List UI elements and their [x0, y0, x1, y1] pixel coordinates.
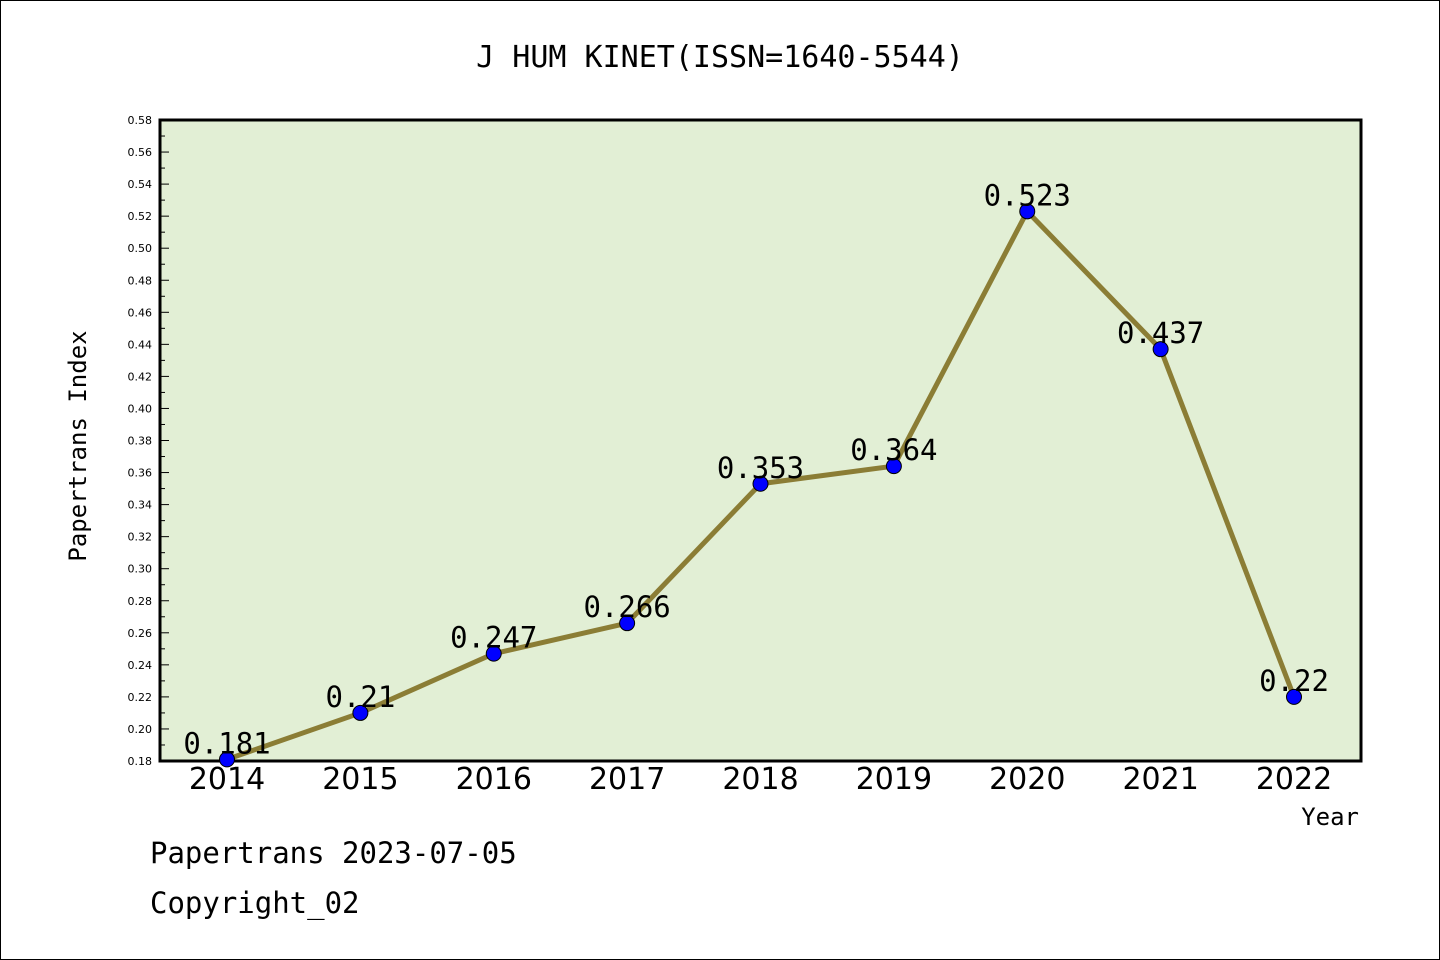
- y-tick-label: 0.34: [128, 499, 153, 512]
- data-label: 0.437: [1117, 316, 1204, 350]
- y-tick-label: 0.44: [128, 338, 153, 351]
- y-tick-label: 0.18: [128, 755, 153, 768]
- data-label: 0.22: [1259, 664, 1329, 698]
- y-tick-label: 0.28: [128, 595, 153, 608]
- footer-copyright: Copyright_02: [150, 886, 360, 920]
- data-point: [619, 615, 636, 632]
- data-label: 0.247: [450, 621, 537, 655]
- y-axis: 0.18 0.20 0.22 0.24 0.26 0.28 0.30 0.32 0.34 0.36…: [128, 114, 169, 768]
- x-tick-label: 2016: [456, 762, 532, 797]
- y-tick-label: 0.30: [128, 563, 153, 576]
- x-tick-label: 2017: [589, 762, 665, 797]
- data-point: [752, 475, 769, 492]
- series-line-group: [219, 203, 1302, 768]
- plot-area: [158, 118, 1363, 763]
- y-tick-label: 0.36: [128, 467, 153, 480]
- y-tick-label: 0.46: [128, 306, 153, 319]
- y-tick-label: 0.54: [128, 178, 153, 191]
- y-tick-label: 0.24: [128, 659, 153, 672]
- y-axis-label: Papertrans Index: [64, 330, 92, 561]
- data-label: 0.353: [717, 451, 804, 485]
- data-point: [485, 645, 502, 662]
- data-point: [1152, 341, 1169, 358]
- y-tick-label: 0.38: [128, 435, 153, 448]
- y-tick-label: 0.52: [128, 210, 153, 223]
- y-tick-label: 0.26: [128, 627, 153, 640]
- x-axis-label: Year: [1301, 803, 1359, 831]
- data-point: [885, 458, 902, 475]
- y-tick-label: 0.20: [128, 723, 153, 736]
- x-tick-label: 2018: [722, 762, 798, 797]
- x-tick-label: 2021: [1122, 762, 1198, 797]
- y-tick-label: 0.22: [128, 691, 153, 704]
- y-tick-label: 0.56: [128, 146, 153, 159]
- data-point: [1286, 688, 1302, 705]
- x-tick-label: 2019: [856, 762, 932, 797]
- x-tick-label: 2022: [1256, 762, 1332, 797]
- data-label: 0.181: [183, 726, 270, 760]
- y-tick-label: 0.42: [128, 370, 153, 383]
- chart-title: J HUM KINET(ISSN=1640-5544): [476, 40, 964, 75]
- x-tick-label: 2020: [989, 762, 1065, 797]
- y-tick-label: 0.40: [128, 402, 153, 415]
- data-label: 0.21: [325, 680, 395, 714]
- data-labels: 0.181 0.21 0.247 0.266 0.353 0.364 0.523 0.437 0…: [183, 178, 1329, 760]
- x-tick-label: 2015: [322, 762, 398, 797]
- data-label: 0.266: [583, 590, 670, 624]
- data-point: [1019, 203, 1036, 220]
- x-axis: 2014 2015 2016 2017 2018 2019 2020 2021 2022: [189, 762, 1332, 797]
- data-point: [352, 704, 369, 721]
- data-label: 0.523: [984, 178, 1071, 212]
- footer-date: Papertrans 2023-07-05: [150, 836, 517, 870]
- data-label: 0.364: [850, 433, 937, 467]
- y-tick-label: 0.58: [128, 114, 153, 127]
- y-tick-label: 0.50: [128, 242, 153, 255]
- y-tick-label: 0.32: [128, 531, 153, 544]
- y-tick-label: 0.48: [128, 274, 153, 287]
- data-point: [219, 751, 235, 768]
- x-tick-label: 2014: [189, 762, 265, 797]
